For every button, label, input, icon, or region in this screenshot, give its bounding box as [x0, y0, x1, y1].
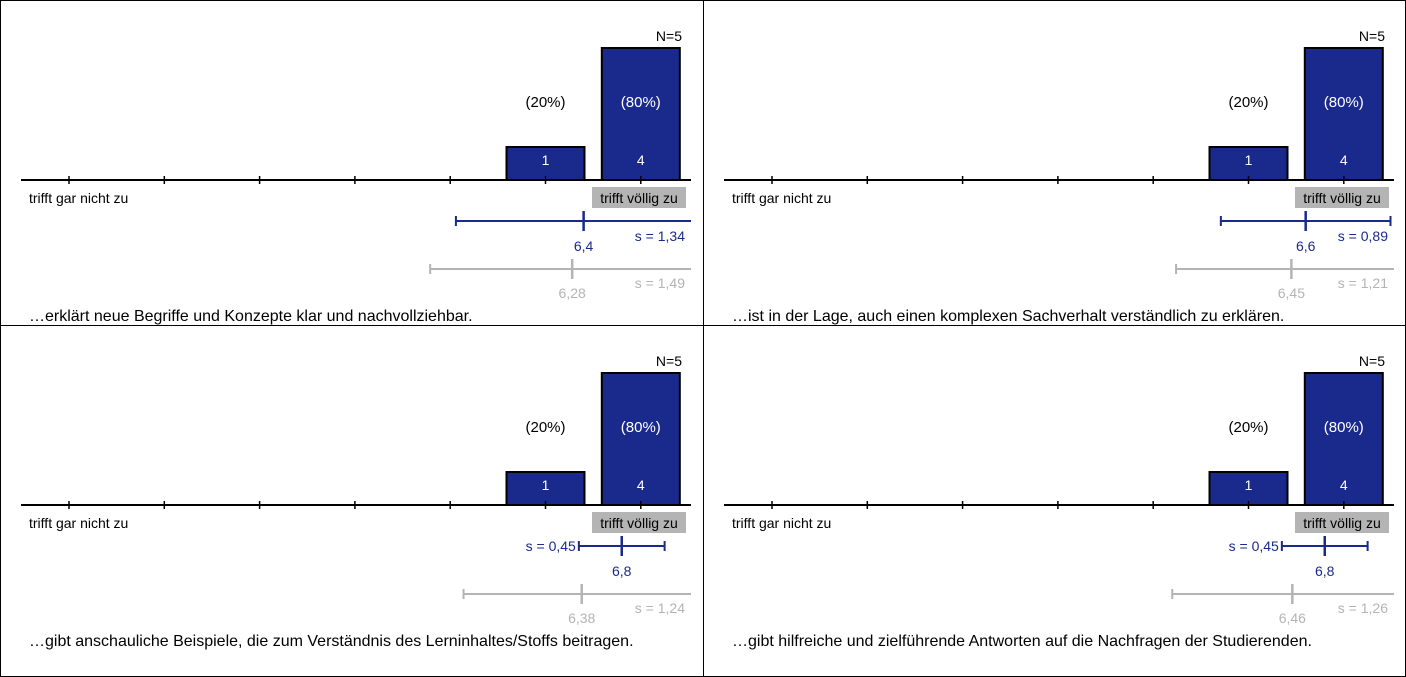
- n-label: N=5: [1359, 353, 1385, 369]
- bar-percent-label: (20%): [1228, 419, 1268, 436]
- chart-svg: N=5 1 (20%) 4 (80%) trifft gar nicht zu trifft…: [724, 353, 1394, 626]
- chart-panel: N=5 1 (20%) 4 (80%) trifft gar nicht zu trifft…: [0, 325, 704, 677]
- chart-panel: N=5 1 (20%) 4 (80%) trifft gar nicht zu trifft…: [0, 0, 704, 326]
- mean-error-bar: [454, 211, 691, 231]
- chart-panel: N=5 1 (20%) 4 (80%) trifft gar nicht zu trifft…: [703, 0, 1406, 326]
- scale-left-label: trifft gar nicht zu: [29, 190, 128, 206]
- bar-count-label: 4: [1340, 477, 1348, 493]
- chart-svg: N=5 1 (20%) 4 (80%) trifft gar nicht zu trifft…: [724, 28, 1394, 301]
- scale-right-label: trifft völlig zu: [1303, 190, 1381, 206]
- comparison-mean-label: 6,38: [568, 610, 595, 626]
- mean-error-bar: [1219, 211, 1392, 231]
- mean-label: 6,6: [1296, 238, 1316, 254]
- mean-label: 6,8: [1315, 563, 1335, 579]
- item-statement: …ist in der Lage, auch einen komplexen S…: [732, 308, 1285, 325]
- comparison-mean-label: 6,28: [559, 285, 586, 301]
- comparison-error-bar: [1175, 259, 1394, 279]
- sd-label: s = 1,34: [635, 228, 685, 244]
- comparison-error-bar: [462, 584, 691, 604]
- sd-label: s = 0,89: [1338, 228, 1388, 244]
- scale-left-label: trifft gar nicht zu: [732, 515, 831, 531]
- sd-label: s = 0,45: [1229, 538, 1279, 554]
- scale-left-label: trifft gar nicht zu: [732, 190, 831, 206]
- comparison-sd-label: s = 1,21: [1338, 275, 1388, 291]
- bar-percent-label: (20%): [525, 94, 565, 111]
- comparison-mean-label: 6,45: [1278, 285, 1305, 301]
- sd-label: s = 0,45: [526, 538, 576, 554]
- bar: [600, 47, 681, 181]
- scale-right-highlight: [1295, 187, 1389, 208]
- chart-svg: N=5 1 (20%) 4 (80%) trifft gar nicht zu trifft…: [21, 28, 691, 301]
- scale-right-highlight: [592, 187, 686, 208]
- comparison-sd-label: s = 1,26: [1338, 600, 1388, 616]
- bar-percent-label: (20%): [1228, 94, 1268, 111]
- bar: [600, 372, 681, 506]
- mean-label: 6,8: [612, 563, 632, 579]
- bar-percent-label: (80%): [621, 419, 661, 436]
- n-label: N=5: [1359, 28, 1385, 44]
- bar-percent-label: (80%): [621, 94, 661, 111]
- bar-count-label: 4: [1340, 152, 1348, 168]
- comparison-sd-label: s = 1,24: [635, 600, 685, 616]
- comparison-mean-label: 6,46: [1279, 610, 1306, 626]
- scale-right-label: trifft völlig zu: [600, 190, 678, 206]
- bar-count-label: 4: [637, 477, 645, 493]
- item-statement: …gibt anschauliche Beispiele, die zum Ve…: [29, 633, 634, 650]
- n-label: N=5: [656, 28, 682, 44]
- comparison-error-bar: [429, 259, 691, 279]
- bar-percent-label: (80%): [1324, 419, 1364, 436]
- bar-count-label: 1: [542, 477, 550, 493]
- scale-right-label: trifft völlig zu: [600, 515, 678, 531]
- bar-count-label: 1: [542, 152, 550, 168]
- scale-right-label: trifft völlig zu: [1303, 515, 1381, 531]
- bar-count-label: 4: [637, 152, 645, 168]
- bar-count-label: 1: [1245, 477, 1253, 493]
- bar: [1303, 47, 1384, 181]
- chart-panel: N=5 1 (20%) 4 (80%) trifft gar nicht zu trifft…: [703, 325, 1406, 677]
- mean-error-bar: [577, 536, 666, 556]
- item-statement: …erklärt neue Begriffe und Konzepte klar…: [29, 308, 473, 325]
- item-statement: …gibt hilfreiche und zielführende Antwor…: [732, 633, 1312, 650]
- mean-label: 6,4: [574, 238, 594, 254]
- scale-left-label: trifft gar nicht zu: [29, 515, 128, 531]
- n-label: N=5: [656, 353, 682, 369]
- comparison-error-bar: [1171, 584, 1394, 604]
- chart-svg: N=5 1 (20%) 4 (80%) trifft gar nicht zu trifft…: [21, 353, 691, 626]
- bar-percent-label: (80%): [1324, 94, 1364, 111]
- bar-percent-label: (20%): [525, 419, 565, 436]
- comparison-sd-label: s = 1,49: [635, 275, 685, 291]
- bar-count-label: 1: [1245, 152, 1253, 168]
- bar: [1208, 146, 1289, 181]
- mean-error-bar: [1280, 536, 1369, 556]
- scale-right-highlight: [1295, 512, 1389, 533]
- scale-right-highlight: [592, 512, 686, 533]
